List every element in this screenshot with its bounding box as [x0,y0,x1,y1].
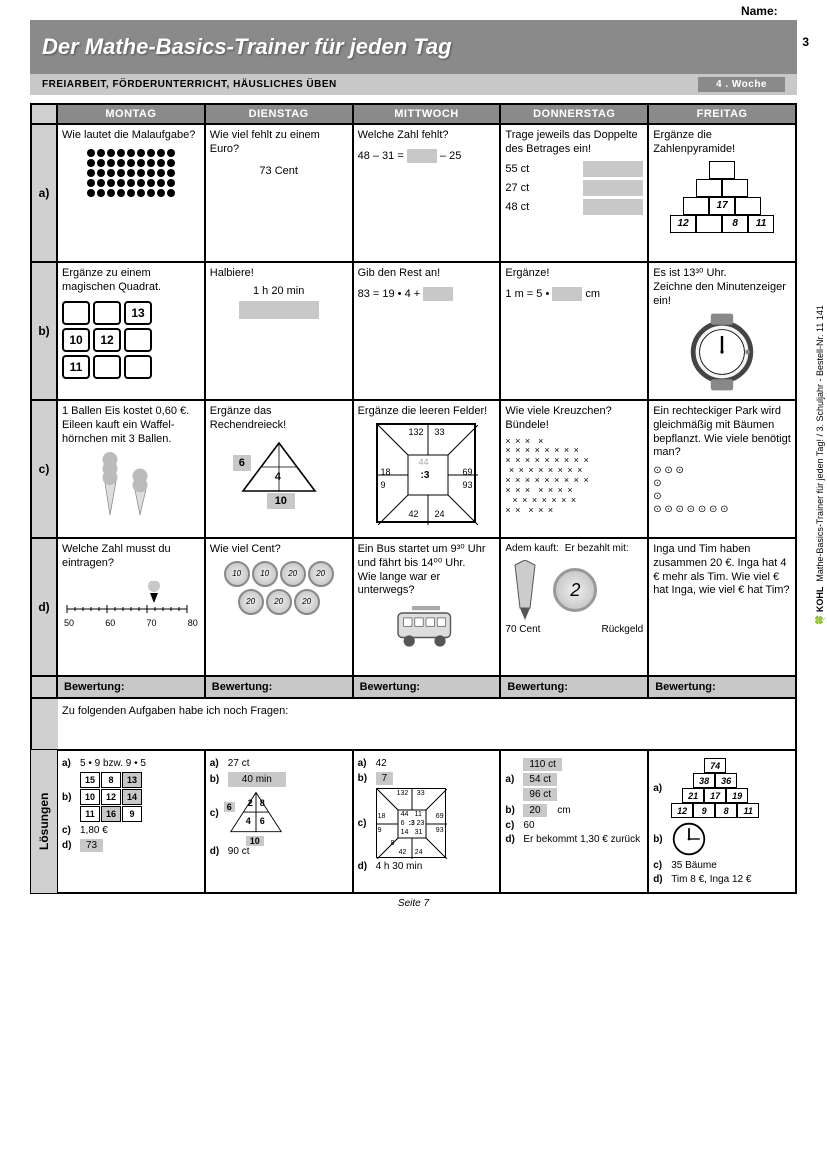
task-b-mon: Ergänze zu einem magischen Quadrat. 13 1… [57,262,205,400]
task-b-fre: Es ist 13³⁰ Uhr.Zeichne den Minutenzeige… [648,262,796,400]
task-a-mon: Wie lautet die Malaufgabe? [57,124,205,262]
task-a-die: Wie viel fehlt zu einem Euro? 73 Cent [205,124,353,262]
subtitle-band: FREIARBEIT, FÖRDERUNTERRICHT, HÄUSLICHES… [30,74,797,95]
calc-triangle: 6 4 10 [239,437,319,497]
bewertung-mit: Bewertung: [353,676,501,698]
worksheet-page: Name: Datum: Klasse: 3 Der Mathe-Basics-… [0,0,827,919]
day-dienstag: DIENSTAG [205,104,353,124]
class-value: 3 [802,35,809,51]
row-d: d) [31,538,57,676]
bewertung-mon: Bewertung: [57,676,205,698]
row-c: c) [31,400,57,538]
ice-cream-icon [62,450,200,520]
title-band: Der Mathe-Basics-Trainer für jeden Tag [30,20,797,74]
task-a-don: Trage jeweils das Doppelte des Betrages … [500,124,648,262]
coin-2euro: 2 [553,568,597,612]
task-c-mon: 1 Ballen Eis kostet 0,60 €. Eileen kauft… [57,400,205,538]
day-donnerstag: DONNERSTAG [500,104,648,124]
crosses: × × × ×× × × × × × × ×× × × × × × × × × … [505,437,643,516]
subtitle: FREIARBEIT, FÖRDERUNTERRICHT, HÄUSLICHES… [42,79,337,90]
magic-square: 13 1012 11 [62,301,200,379]
task-a-mit: Welche Zahl fehlt? 48 – 31 = – 25 [353,124,501,262]
week-badge: 4 . Woche [698,77,785,92]
sol-mit: a)42 b)7 c) 13233 18441169 6:323 9143193… [353,750,501,893]
task-b-die: Halbiere! 1 h 20 min [205,262,353,400]
task-c-mit: Ergänze die leeren Felder! 132 33 18 44 … [353,400,501,538]
bewertung-fre: Bewertung: [648,676,796,698]
day-mittwoch: MITTWOCH [353,104,501,124]
dot-array [87,149,175,197]
task-d-don: Adem kauft:Er bezahlt mit: 2 70 CentRück… [500,538,648,676]
watch-icon [653,312,791,392]
day-freitag: FREITAG [648,104,796,124]
task-d-fre: Inga und Tim haben zusammen 20 €. Inga h… [648,538,796,676]
tree-grid: ⊙ ⊙ ⊙⊙⊙⊙ ⊙ ⊙ ⊙ ⊙ ⊙ ⊙ [653,464,791,516]
sol-mon: a)5 • 9 bzw. 9 • 5 b) 15813 101214 11169… [57,750,205,893]
task-a-fre: Ergänze die Zahlenpyramide! 17 12811 [648,124,796,262]
task-b-don: Ergänze! 1 m = 5 • cm [500,262,648,400]
bewertung-don: Bewertung: [500,676,648,698]
number-pyramid: 17 12811 [653,161,791,233]
page-footer: Seite 7 [30,898,797,909]
sol-fre: a) 74 3836 211719 129811 b) c)35 Bäume d… [648,750,796,893]
task-b-mit: Gib den Rest an! 83 = 19 • 4 + [353,262,501,400]
task-d-mit: Ein Bus startet um 9³⁰ Uhr und fährt bis… [353,538,501,676]
coins: 1010 202020 2020 [210,561,348,615]
page-title: Der Mathe-Basics-Trainer für jeden Tag [42,34,452,60]
corner [31,104,57,124]
main-grid: MONTAG DIENSTAG MITTWOCH DONNERSTAG FREI… [30,103,797,894]
fragen-box: Zu folgenden Aufgaben habe ich noch Frag… [31,698,796,750]
sol-die: a)27 ct b)40 min c) 6 2 8 4 6 10 d)90 ct [205,750,353,893]
side-text: 🍀 KOHL Mathe-Basics-Trainer für jeden Ta… [816,305,827,626]
blank[interactable] [407,149,437,163]
task-d-mon: Welche Zahl musst du eintragen? 50607080 [57,538,205,676]
pencil-icon [505,560,545,620]
task-c-die: Ergänze das Rechendreieck! 6 4 10 [205,400,353,538]
bewertung-die: Bewertung: [205,676,353,698]
row-b: b) [31,262,57,400]
number-line: 50607080 [62,581,200,621]
day-montag: MONTAG [57,104,205,124]
bus-icon [391,602,461,652]
name-label: Name: [741,4,778,20]
clock-icon [671,821,707,857]
task-d-die: Wie viel Cent? 1010 202020 2020 [205,538,353,676]
losungen-label: Lösungen [31,750,57,893]
solutions-row: Lösungen a)5 • 9 bzw. 9 • 5 b) 15813 101… [31,750,796,893]
task-c-fre: Ein rechteckiger Park wird gleich­mäßig … [648,400,796,538]
task-c-don: Wie viele Kreuz­chen? Bündele! × × × ×× … [500,400,648,538]
sol-don: a)110 ct54 ct96 ct b)20 cm c)60 d)Er bek… [500,750,648,893]
row-a: a) [31,124,57,262]
